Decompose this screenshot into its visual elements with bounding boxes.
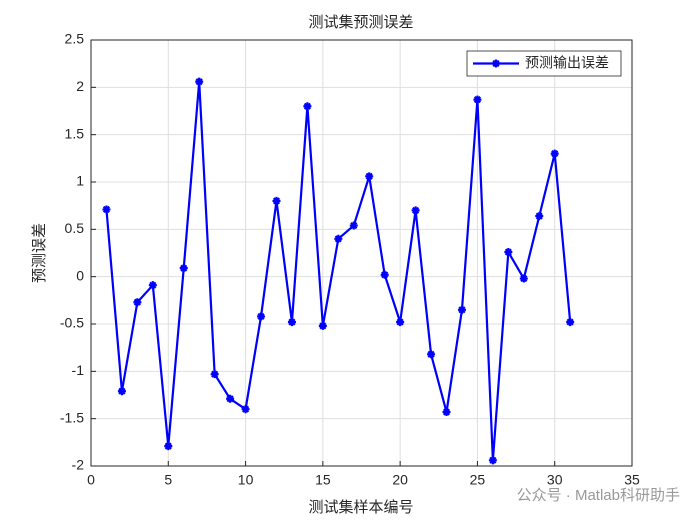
data-marker [473,95,482,104]
data-marker [519,274,528,283]
y-tick-label: 1.5 [65,125,85,141]
data-marker [303,102,312,111]
data-marker [195,77,204,86]
y-tick-label: -0.5 [60,315,84,331]
axes-box [90,39,633,467]
y-tick-label: -2 [72,457,85,473]
y-tick-label: -1 [72,362,85,378]
plot-area [91,40,632,466]
data-marker [365,172,374,181]
data-marker [457,305,466,314]
data-marker [226,394,235,403]
data-marker [442,408,451,417]
data-marker [287,318,296,327]
data-marker [117,387,126,396]
chart-title: 测试集预测误差 [308,13,413,31]
x-axis-label: 测试集样本编号 [308,498,413,516]
data-marker [334,234,343,243]
x-tick-label: 5 [164,472,172,488]
data-marker [148,281,157,290]
y-tick-label: 0.5 [65,220,85,236]
y-tick-label: 1 [76,173,84,189]
y-tick-label: -1.5 [60,409,84,425]
data-marker [179,264,188,273]
y-tick-label: 2 [76,78,84,94]
x-tick-label: 10 [238,472,254,488]
data-marker [318,321,327,330]
data-marker [164,442,173,451]
y-axis-label: 预测误差 [30,223,48,283]
data-marker [550,149,559,158]
x-tick-label: 15 [315,472,331,488]
data-marker [272,196,281,205]
data-marker [504,248,513,257]
x-tick-label: 35 [624,472,640,488]
y-tick-label: 2.5 [65,31,85,47]
data-marker [380,270,389,279]
data-marker [396,318,405,327]
data-marker [566,318,575,327]
data-marker [349,221,358,230]
data-marker [427,350,436,359]
watermark: 公众号 · Matlab科研助手 [517,487,680,504]
data-marker [411,206,420,215]
x-tick-label: 20 [392,472,408,488]
legend: 预测输出误差 [466,50,622,77]
legend-marker [492,59,500,68]
x-tick-label: 0 [87,472,95,488]
x-tick-label: 30 [547,472,563,488]
data-marker [210,370,219,379]
data-marker [488,456,497,465]
data-marker [102,205,111,214]
data-marker [535,212,544,221]
data-marker [133,298,142,307]
legend-label: 预测输出误差 [525,56,609,72]
data-marker [241,405,250,414]
y-tick-label: 0 [76,267,84,283]
data-marker [257,312,266,321]
x-tick-label: 25 [470,472,486,488]
